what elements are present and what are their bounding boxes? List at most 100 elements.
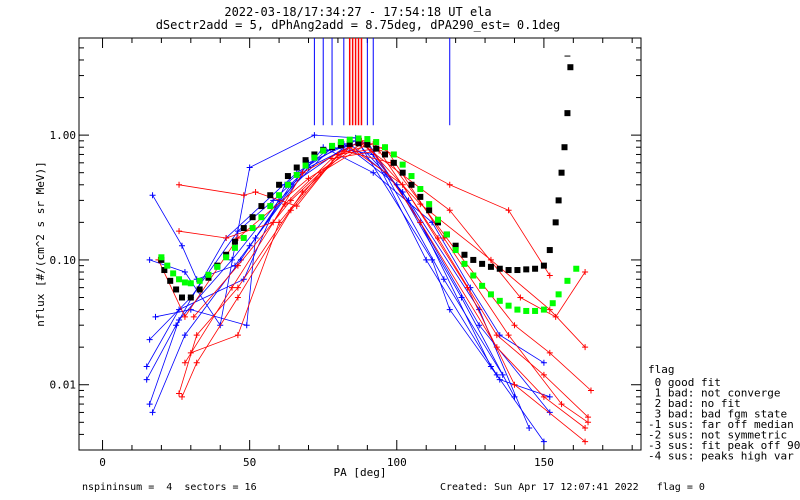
data-series	[143, 132, 594, 445]
series-point	[143, 363, 150, 370]
fit-point	[196, 277, 203, 284]
series-point	[252, 234, 259, 241]
y-axis: 0.01 0.10 1.00	[50, 37, 641, 451]
series-point	[511, 381, 518, 388]
fit-point	[390, 151, 397, 158]
series-point	[176, 181, 183, 188]
y-tick-label: 0.10	[50, 254, 77, 267]
fit-point	[337, 139, 344, 146]
fit-point	[452, 242, 459, 249]
x-tick-label: 50	[243, 456, 256, 469]
series-line	[146, 143, 515, 397]
fit-point	[161, 267, 168, 274]
series-point	[505, 332, 512, 339]
x-axis-label: PA [deg]	[334, 466, 387, 479]
series-point	[299, 189, 306, 196]
series-point	[552, 313, 559, 320]
fit-curves	[158, 55, 580, 314]
fit-point	[479, 282, 486, 289]
series-point	[181, 359, 188, 366]
footer-left: nspininsum = 4 sectors = 16	[82, 482, 257, 493]
fit-point	[555, 197, 562, 204]
fit-point	[426, 207, 433, 214]
fit-point	[311, 154, 318, 161]
fit-point	[373, 139, 380, 146]
fit-point	[302, 162, 309, 169]
series-point	[546, 393, 553, 400]
series-point	[223, 234, 230, 241]
series-point	[546, 306, 553, 313]
series-point	[587, 387, 594, 394]
x-tick-label: 100	[387, 456, 407, 469]
fit-point	[276, 192, 283, 199]
series-point	[305, 175, 312, 182]
y-tick-label: 0.01	[50, 379, 77, 392]
series-point	[234, 284, 241, 291]
legend-item: 3 bad: bad fgm state	[648, 408, 787, 421]
series-point	[423, 256, 430, 263]
series-point	[476, 322, 483, 329]
series-point	[252, 189, 259, 196]
y-axis-label: nflux [#/(cm^2 s sr MeV)]	[34, 161, 47, 327]
fit-point	[170, 270, 177, 277]
fit-point	[417, 186, 424, 193]
fit-point	[337, 142, 344, 149]
fit-point	[540, 306, 547, 313]
fit-point	[205, 271, 212, 278]
fit-point	[461, 260, 468, 267]
series-line	[152, 143, 504, 413]
fit-point	[532, 265, 539, 272]
series-point	[493, 332, 500, 339]
fit-point	[346, 140, 353, 147]
series-line	[146, 141, 545, 442]
fit-point	[461, 251, 468, 258]
fit-point	[417, 193, 424, 200]
chart-subtitle: dSectr2add = 5, dPhAng2add = 8.75deg, dP…	[156, 18, 561, 32]
fit-point	[178, 294, 185, 301]
fit-point	[549, 300, 556, 307]
series-point	[181, 269, 188, 276]
series-point	[243, 322, 250, 329]
series-point	[234, 332, 241, 339]
series-point	[173, 322, 180, 329]
fit-point	[573, 265, 580, 272]
fit-point	[514, 267, 521, 274]
fit-point	[293, 171, 300, 178]
legend: flag 0 good fit 1 bad: not converge 2 ba…	[648, 363, 800, 463]
fit-point	[382, 151, 389, 158]
fit-point	[487, 263, 494, 270]
series-point	[178, 242, 185, 249]
fit-point	[240, 234, 247, 241]
series-point	[399, 181, 406, 188]
series-point	[287, 197, 294, 204]
fit-point	[426, 201, 433, 208]
fit-point	[373, 145, 380, 152]
series-point	[511, 322, 518, 329]
vertical-markers	[313, 38, 451, 126]
series-point	[464, 284, 471, 291]
fit-point	[329, 142, 336, 149]
series-point	[234, 228, 241, 235]
series-point	[234, 294, 241, 301]
series-point	[181, 332, 188, 339]
fit-point	[284, 181, 291, 188]
series-point	[229, 284, 236, 291]
x-tick-label: 150	[534, 456, 554, 469]
fit-point	[364, 141, 371, 148]
series-point	[493, 371, 500, 378]
series-point	[329, 155, 336, 162]
fit-point	[564, 110, 571, 117]
series-point	[229, 256, 236, 263]
fit-point	[320, 147, 327, 154]
series-point	[146, 256, 153, 263]
fit-point	[346, 136, 353, 143]
series-point	[546, 349, 553, 356]
fit-point	[187, 294, 194, 301]
legend-item: 2 bad: no fit	[648, 397, 741, 410]
series-point	[417, 219, 424, 226]
fit-point	[523, 307, 530, 314]
series-line	[178, 143, 551, 276]
fit-point	[470, 272, 477, 279]
fit-point	[214, 263, 221, 270]
series-point	[149, 192, 156, 199]
